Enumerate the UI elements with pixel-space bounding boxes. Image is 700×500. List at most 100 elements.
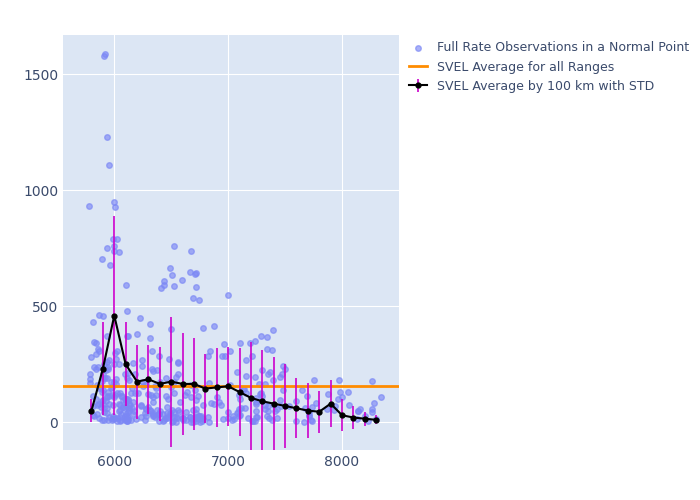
Full Rate Observations in a Normal Point [107,415,118,423]
Full Rate Observations in a Normal Point [194,296,205,304]
Full Rate Observations in a Normal Point [190,386,201,394]
Full Rate Observations in a Normal Point [123,400,134,408]
Full Rate Observations in a Normal Point [104,400,115,407]
Full Rate Observations in a Normal Point [169,408,180,416]
Full Rate Observations in a Normal Point [182,388,193,396]
Full Rate Observations in a Normal Point [161,403,172,411]
Full Rate Observations in a Normal Point [275,402,286,410]
Full Rate Observations in a Normal Point [190,282,202,290]
Full Rate Observations in a Normal Point [164,264,175,272]
Full Rate Observations in a Normal Point [193,412,204,420]
Full Rate Observations in a Normal Point [222,414,233,422]
Full Rate Observations in a Normal Point [121,374,132,382]
Full Rate Observations in a Normal Point [153,352,164,360]
Full Rate Observations in a Normal Point [220,352,231,360]
Full Rate Observations in a Normal Point [266,416,277,424]
Full Rate Observations in a Normal Point [272,414,283,422]
Full Rate Observations in a Normal Point [241,372,252,380]
Full Rate Observations in a Normal Point [234,411,245,419]
Full Rate Observations in a Normal Point [152,366,163,374]
Full Rate Observations in a Normal Point [84,374,95,382]
Full Rate Observations in a Normal Point [246,417,258,425]
Full Rate Observations in a Normal Point [89,338,100,346]
Full Rate Observations in a Normal Point [102,358,113,366]
Full Rate Observations in a Normal Point [93,384,104,392]
Full Rate Observations in a Normal Point [267,376,279,384]
Full Rate Observations in a Normal Point [323,390,334,398]
Full Rate Observations in a Normal Point [104,161,115,169]
Full Rate Observations in a Normal Point [197,414,208,422]
Full Rate Observations in a Normal Point [85,370,96,378]
Full Rate Observations in a Normal Point [119,416,130,424]
Full Rate Observations in a Normal Point [116,410,127,418]
Full Rate Observations in a Normal Point [110,414,121,422]
Full Rate Observations in a Normal Point [366,378,377,386]
Full Rate Observations in a Normal Point [185,246,196,254]
Full Rate Observations in a Normal Point [197,402,209,409]
Full Rate Observations in a Normal Point [119,412,130,420]
Full Rate Observations in a Normal Point [173,370,184,378]
Full Rate Observations in a Normal Point [162,394,174,402]
Full Rate Observations in a Normal Point [275,396,286,404]
Full Rate Observations in a Normal Point [97,397,108,405]
Full Rate Observations in a Normal Point [114,406,125,414]
Full Rate Observations in a Normal Point [239,404,250,412]
Full Rate Observations in a Normal Point [114,388,125,396]
Full Rate Observations in a Normal Point [120,396,132,404]
Full Rate Observations in a Normal Point [164,411,176,419]
Full Rate Observations in a Normal Point [251,407,262,415]
Full Rate Observations in a Normal Point [248,418,259,426]
Full Rate Observations in a Normal Point [104,261,116,269]
Full Rate Observations in a Normal Point [92,345,104,353]
Full Rate Observations in a Normal Point [256,392,267,400]
Full Rate Observations in a Normal Point [107,414,118,422]
Full Rate Observations in a Normal Point [139,416,150,424]
Full Rate Observations in a Normal Point [204,348,215,356]
Full Rate Observations in a Normal Point [124,400,135,408]
Full Rate Observations in a Normal Point [84,202,95,209]
Full Rate Observations in a Normal Point [195,412,206,420]
Full Rate Observations in a Normal Point [102,374,113,382]
Full Rate Observations in a Normal Point [109,246,120,254]
Full Rate Observations in a Normal Point [170,418,181,426]
Full Rate Observations in a Normal Point [94,414,105,422]
Full Rate Observations in a Normal Point [114,412,125,420]
Full Rate Observations in a Normal Point [189,413,200,421]
Full Rate Observations in a Normal Point [307,417,318,425]
Full Rate Observations in a Normal Point [91,340,102,347]
Full Rate Observations in a Normal Point [251,413,262,421]
Full Rate Observations in a Normal Point [177,416,188,424]
Full Rate Observations in a Normal Point [296,386,307,394]
Full Rate Observations in a Normal Point [102,410,113,418]
Full Rate Observations in a Normal Point [109,202,120,210]
Full Rate Observations in a Normal Point [111,236,122,244]
Full Rate Observations in a Normal Point [149,382,160,390]
Full Rate Observations in a Normal Point [125,389,136,397]
Full Rate Observations in a Normal Point [106,384,117,392]
Full Rate Observations in a Normal Point [109,391,120,399]
Full Rate Observations in a Normal Point [102,244,113,252]
Full Rate Observations in a Normal Point [167,271,178,279]
Full Rate Observations in a Normal Point [352,415,363,423]
Full Rate Observations in a Normal Point [370,414,382,422]
Full Rate Observations in a Normal Point [265,368,276,376]
Full Rate Observations in a Normal Point [269,401,280,409]
Full Rate Observations in a Normal Point [150,413,161,421]
Full Rate Observations in a Normal Point [363,416,374,424]
Full Rate Observations in a Normal Point [160,374,172,382]
Full Rate Observations in a Normal Point [155,378,166,386]
Full Rate Observations in a Normal Point [122,408,133,416]
Full Rate Observations in a Normal Point [234,392,245,400]
Full Rate Observations in a Normal Point [284,402,295,410]
Full Rate Observations in a Normal Point [368,398,379,406]
Full Rate Observations in a Normal Point [99,50,111,58]
Full Rate Observations in a Normal Point [114,401,125,409]
Full Rate Observations in a Normal Point [168,378,179,386]
Full Rate Observations in a Normal Point [234,396,245,404]
Full Rate Observations in a Normal Point [262,370,274,378]
Full Rate Observations in a Normal Point [189,415,200,423]
Full Rate Observations in a Normal Point [123,404,134,412]
Full Rate Observations in a Normal Point [102,404,113,412]
Full Rate Observations in a Normal Point [330,402,341,409]
Full Rate Observations in a Normal Point [197,418,208,426]
